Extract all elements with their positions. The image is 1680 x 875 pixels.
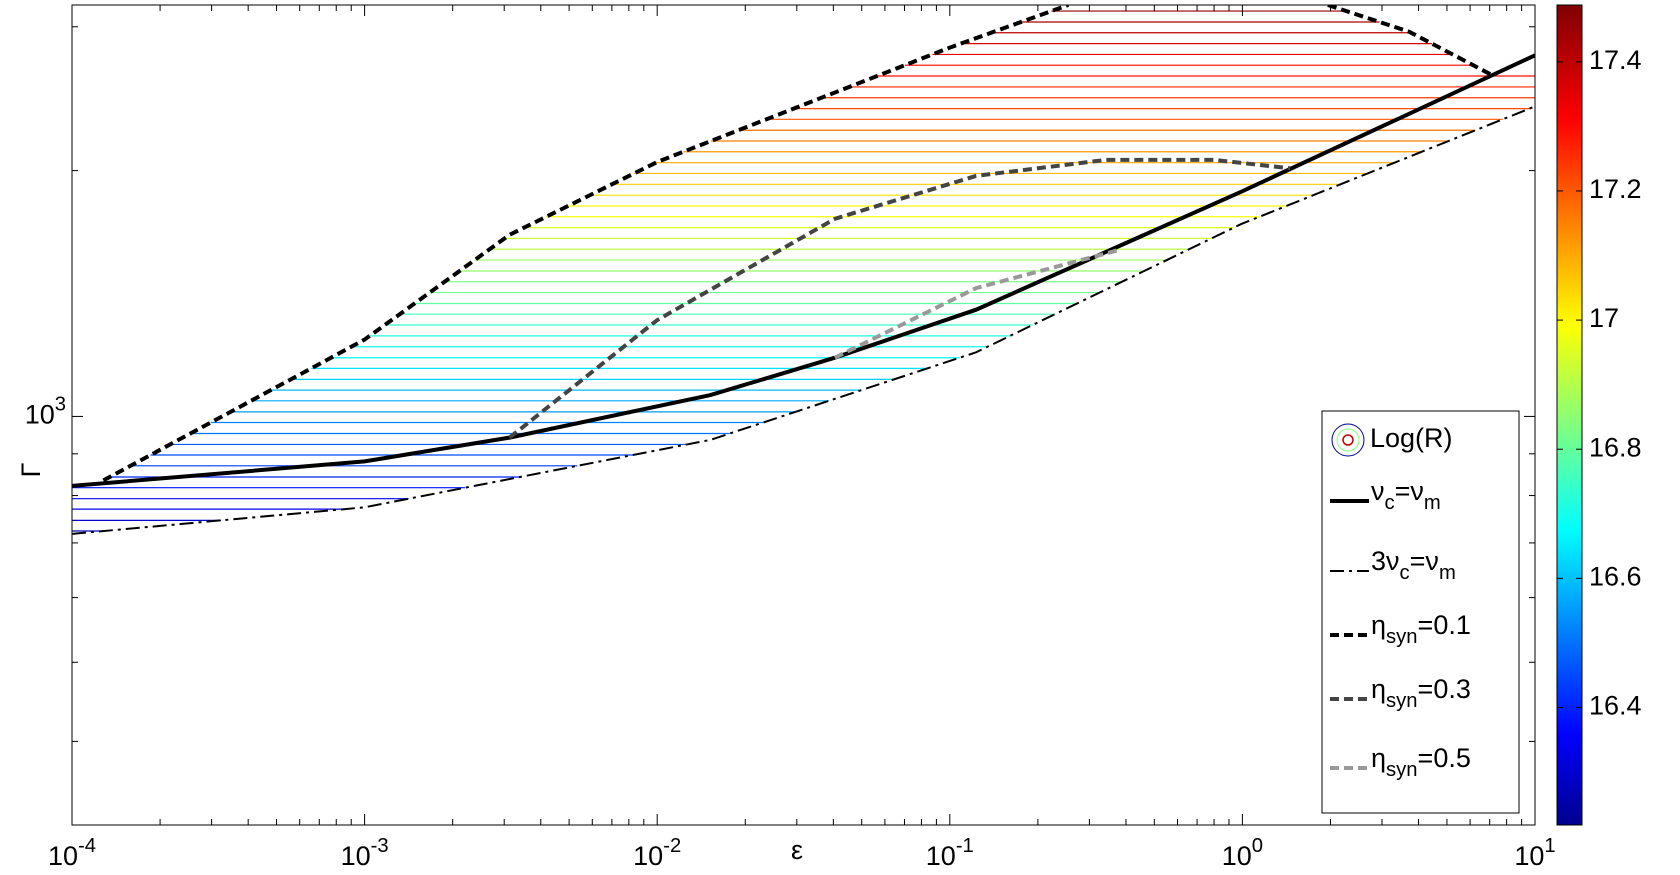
colorbar-tick-label: 16.8 [1589, 432, 1642, 462]
axes: 10-4 10-3 10-2 10-1 100 101 103 [25, 5, 1556, 871]
x-axis-label: ε [791, 835, 803, 865]
series-line [102, 5, 1492, 483]
colorbar-tick-label: 17.2 [1589, 174, 1642, 204]
series-line [834, 248, 1118, 360]
legend-icon [1331, 423, 1365, 457]
y-tick-label: 103 [25, 394, 66, 430]
colorbar-tick-label: 17.4 [1589, 45, 1642, 75]
legend: Log(R)νc=νm3νc=νmηsyn=0.1ηsyn=0.3ηsyn=0.… [1321, 410, 1520, 814]
x-tick-label: 101 [1514, 835, 1555, 871]
colorbar [1556, 4, 1583, 826]
legend-icon [1336, 428, 1360, 452]
series-line [508, 157, 1291, 440]
series-line [72, 53, 1535, 488]
legend-label: Log(R) [1370, 423, 1453, 453]
y-axis-label: Γ [16, 462, 46, 477]
legend-box [1321, 410, 1520, 814]
colorbar-tick-label: 17 [1589, 303, 1619, 333]
series-line [72, 105, 1535, 535]
x-tick-label: 10-4 [48, 835, 96, 871]
plot-area [72, 5, 1535, 825]
legend-icon [1342, 434, 1354, 446]
colorbar-axis: 16.4 16.6 16.8 17 17.2 17.4 [1557, 45, 1642, 721]
lines [72, 5, 1535, 535]
x-tick-label: 10-2 [633, 835, 681, 871]
x-tick-label: 10-3 [341, 835, 389, 871]
colorbar-tick-label: 16.6 [1589, 561, 1642, 591]
colorbar-tick-label: 16.4 [1589, 691, 1642, 721]
plot-frame [71, 4, 1536, 826]
x-tick-label: 10-1 [926, 835, 974, 871]
x-tick-label: 100 [1222, 835, 1263, 871]
